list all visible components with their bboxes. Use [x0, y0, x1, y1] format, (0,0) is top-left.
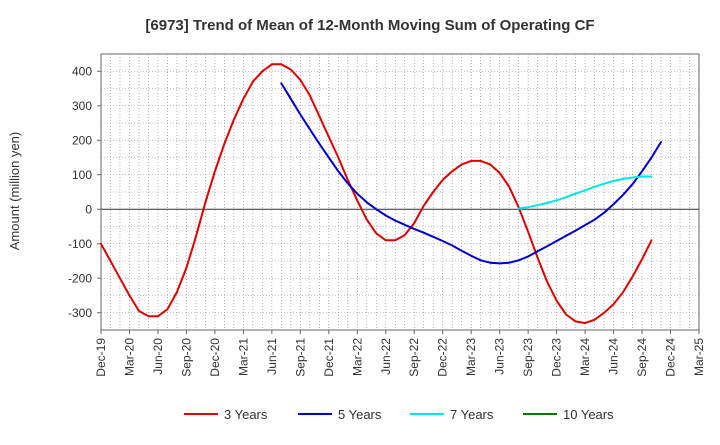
y-tick-label: 200 [72, 133, 92, 147]
y-tick-label: -100 [68, 237, 92, 251]
y-tick-label: -300 [68, 306, 92, 320]
series-line-5-years [280, 82, 662, 265]
x-tick-label: Mar-23 [464, 338, 478, 376]
x-tick-label: Dec-24 [664, 338, 678, 377]
x-tick-label: Mar-24 [578, 338, 592, 376]
y-axis-label: Amount (million yen) [7, 132, 22, 251]
x-tick-label: Sep-23 [521, 338, 535, 377]
y-tick-label: 400 [72, 64, 92, 78]
x-tick-label: Jun-22 [379, 338, 393, 375]
x-tick-label: Mar-20 [122, 338, 136, 376]
legend-label: 5 Years [338, 407, 382, 422]
x-tick-label: Jun-20 [151, 338, 165, 375]
axes: -300 -200 -100 0 100 200 300 400 Dec-19 Mar-20 Jun… [68, 53, 706, 377]
chart-title: [6973] Trend of Mean of 12-Month Moving … [145, 17, 594, 34]
x-tick-label: Jun-24 [607, 338, 621, 375]
y-tick-label: 300 [72, 99, 92, 113]
x-tick-label: Mar-25 [692, 338, 706, 376]
legend-label: 3 Years [224, 407, 268, 422]
x-tick-label: Sep-20 [179, 338, 193, 377]
x-tick-label: Dec-21 [322, 338, 336, 377]
y-tick-label: -200 [68, 271, 92, 285]
series-line-3-years [100, 63, 653, 325]
x-tick-label: Mar-21 [236, 338, 250, 376]
legend-label: 7 Years [450, 407, 494, 422]
legend-label: 10 Years [563, 407, 614, 422]
x-tick-label: Jun-23 [493, 338, 507, 375]
x-tick-label: Dec-23 [550, 338, 564, 377]
x-tick-label: Dec-19 [94, 338, 108, 377]
series-line-7-years [517, 175, 653, 210]
y-tick-label: 100 [72, 168, 92, 182]
x-tick-label: Mar-22 [350, 338, 364, 376]
legend: 3 Years 5 Years 7 Years 10 Years [184, 407, 614, 422]
y-tick-label: 0 [85, 202, 92, 216]
plot-area [101, 54, 699, 330]
series-lines [100, 63, 662, 325]
x-tick-label: Sep-22 [407, 338, 421, 377]
x-tick-label: Sep-24 [635, 338, 649, 377]
x-tick-label: Dec-22 [436, 338, 450, 377]
grid [100, 53, 700, 331]
plot-frame [100, 53, 700, 331]
x-tick-label: Jun-21 [265, 338, 279, 375]
x-tick-label: Sep-21 [293, 338, 307, 377]
x-tick-label: Dec-20 [208, 338, 222, 377]
